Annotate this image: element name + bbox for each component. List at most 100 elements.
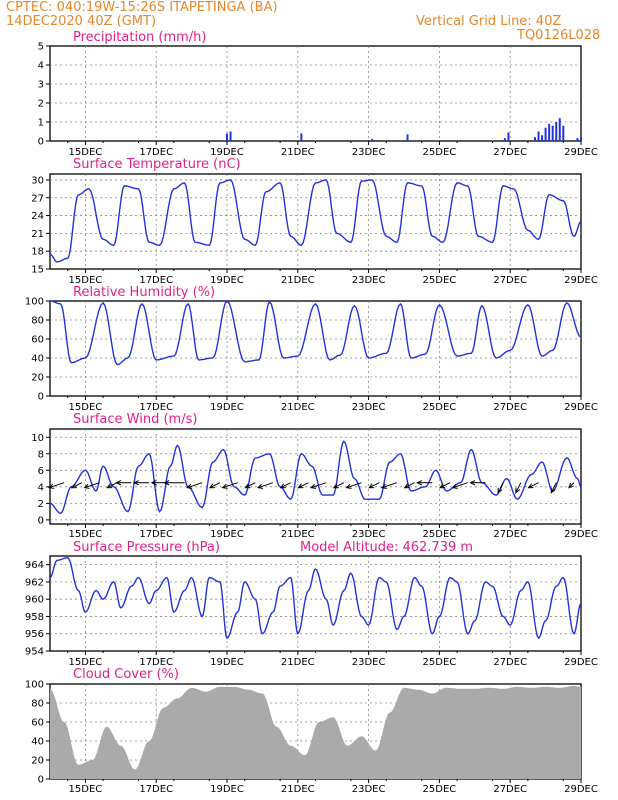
x-tick-label: 27DEC (493, 402, 527, 413)
wind-arrow-head (48, 483, 55, 489)
x-tick-label: 15DEC (69, 784, 103, 795)
y-tick-label: 954 (25, 647, 44, 658)
y-tick-label: 4 (38, 482, 44, 493)
wind-arrow (515, 482, 522, 493)
wind-arrow-head (497, 487, 503, 494)
series-line (49, 179, 582, 263)
x-tick-label: 15DEC (69, 147, 103, 158)
panel-title: Surface Pressure (hPa) (73, 540, 220, 555)
wind-arrow-head (515, 487, 521, 494)
x-tick-label: 17DEC (139, 402, 173, 413)
precip-bar (229, 131, 232, 141)
x-tick-label: 21DEC (281, 784, 315, 795)
precip-bar (551, 125, 554, 141)
wind-arrow-head (451, 483, 458, 489)
wind-arrow (257, 482, 274, 489)
y-tick-label: 0 (38, 392, 44, 403)
wind-arrow-head (244, 483, 251, 489)
x-tick-label: 19DEC (210, 784, 244, 795)
y-tick-label: 0 (38, 137, 44, 148)
x-tick-label: 23DEC (352, 529, 386, 540)
x-tick-label: 23DEC (352, 275, 386, 286)
wind-arrow (310, 482, 327, 489)
x-tick-label: 21DEC (281, 275, 315, 286)
y-tick-label: 4 (38, 61, 44, 72)
wind-arrow-head (297, 483, 304, 489)
wind-arrow-head (150, 480, 157, 486)
y-tick-label: 100 (25, 297, 44, 308)
precip-bar (541, 135, 544, 141)
y-tick-label: 30 (31, 175, 44, 186)
x-tick-label: 25DEC (423, 275, 457, 286)
wind-arrow-head (368, 483, 375, 489)
x-tick-label: 25DEC (423, 147, 457, 158)
y-tick-label: 0 (38, 775, 44, 786)
x-tick-label: 21DEC (281, 147, 315, 158)
precip-bar (548, 123, 551, 141)
y-tick-label: 80 (31, 316, 44, 327)
x-tick-label: 27DEC (493, 529, 527, 540)
x-tick-label: 27DEC (493, 657, 527, 668)
precip-bar (558, 118, 561, 141)
x-tick-label: 25DEC (423, 657, 457, 668)
wind-arrow-head (438, 483, 446, 489)
wind-arrow (550, 482, 557, 493)
wind-arrow-head (310, 483, 317, 489)
model-altitude-label: Model Altitude: 462.739 m (300, 540, 473, 555)
x-tick-label: 29DEC (564, 402, 598, 413)
precip-bar (580, 137, 582, 141)
wind-arrow (333, 482, 345, 489)
wind-arrow (368, 482, 380, 489)
y-tick-label: 100 (25, 680, 44, 691)
x-tick-label: 19DEC (210, 529, 244, 540)
y-tick-label: 960 (25, 595, 44, 606)
wind-arrow-head (550, 487, 556, 494)
panel-title: Surface Temperature (nC) (73, 157, 241, 172)
precip-bar (503, 138, 506, 141)
panel-title: Relative Humidity (%) (73, 285, 215, 300)
panel-title: Cloud Cover (%) (73, 667, 179, 682)
panel-title: Surface Wind (m/s) (73, 412, 197, 427)
cloud-cover-area (50, 685, 581, 779)
x-tick-label: 17DEC (139, 147, 173, 158)
x-tick-label: 17DEC (139, 784, 173, 795)
y-tick-label: 18 (31, 247, 44, 258)
wind-arrow-head (115, 480, 122, 486)
wind-arrow-head (345, 483, 352, 489)
x-tick-label: 27DEC (493, 275, 527, 286)
y-tick-label: 21 (31, 229, 44, 240)
wind-arrow (222, 482, 238, 489)
wind-arrow (346, 482, 362, 489)
x-tick-label: 19DEC (210, 402, 244, 413)
y-tick-label: 60 (31, 335, 44, 346)
y-tick-label: 958 (25, 612, 44, 623)
series-line (49, 556, 582, 640)
precip-bar (555, 122, 558, 141)
x-tick-label: 21DEC (281, 529, 315, 540)
y-tick-label: 956 (25, 629, 44, 640)
y-tick-label: 24 (31, 211, 44, 222)
wind-arrow (497, 482, 504, 493)
wind-arrow (452, 482, 468, 489)
x-tick-label: 17DEC (139, 529, 173, 540)
x-tick-label: 27DEC (493, 147, 527, 158)
panel-title: Precipitation (mm/h) (73, 30, 206, 45)
wind-arrow-head (256, 483, 264, 489)
x-tick-label: 25DEC (423, 402, 457, 413)
y-tick-label: 0 (38, 515, 44, 526)
y-tick-label: 2 (38, 99, 44, 110)
x-tick-label: 29DEC (564, 147, 598, 158)
wind-arrow (439, 482, 451, 489)
precip-bar (507, 132, 510, 141)
y-tick-label: 80 (31, 699, 44, 710)
wind-arrow-head (208, 483, 215, 489)
wind-arrow (528, 482, 539, 489)
y-tick-label: 40 (31, 354, 44, 365)
wind-arrow (84, 482, 100, 489)
wind-arrow (404, 482, 415, 489)
precip-bar (226, 133, 228, 141)
x-tick-label: 15DEC (69, 657, 103, 668)
wind-arrow-head (527, 483, 534, 489)
precip-bar (544, 127, 547, 141)
